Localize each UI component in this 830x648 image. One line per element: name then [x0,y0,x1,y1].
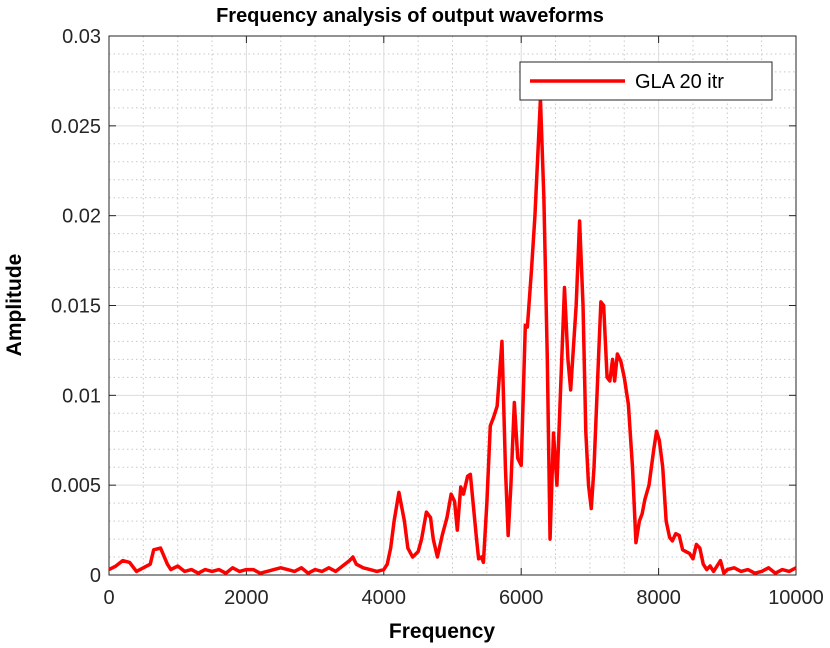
legend-label: GLA 20 itr [635,71,724,93]
x-tick-label: 8000 [636,587,681,609]
x-tick-label: 10000 [768,587,824,609]
y-tick-label: 0.03 [62,26,101,48]
y-tick-label: 0 [90,565,101,587]
axes-box [108,35,797,576]
y-tick-label: 0.01 [62,385,101,407]
x-tick-label: 6000 [499,587,544,609]
x-tick-label: 2000 [224,587,269,609]
chart-title: Frequency analysis of output waveforms [216,5,604,27]
y-tick-label: 0.015 [51,296,101,318]
y-tick-label: 0.025 [51,116,101,138]
data-line [108,97,797,575]
x-tick-label: 4000 [362,587,407,609]
x-axis-label: Frequency [389,620,496,643]
y-tick-label: 0.005 [51,475,101,497]
y-tick-label: 0.02 [62,206,101,228]
x-tick-label: 0 [103,587,114,609]
y-axis-label: Amplitude [3,254,26,357]
